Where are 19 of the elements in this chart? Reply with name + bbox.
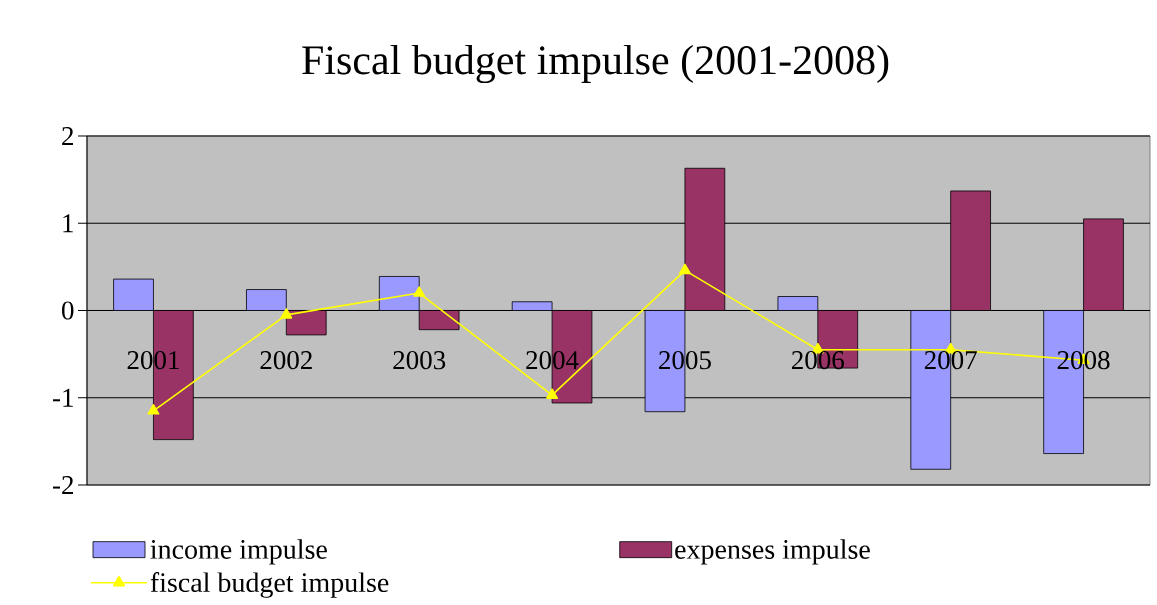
bar <box>285 310 327 336</box>
point <box>280 308 293 319</box>
x-tick-label: 2003 <box>393 351 446 370</box>
legend-label: fiscal budget impulse <box>150 572 389 598</box>
point <box>413 286 426 297</box>
bar <box>246 289 287 311</box>
point <box>546 388 559 399</box>
y-tick-label: 0 <box>62 301 74 320</box>
chart-title: Fiscal budget impulse (2001-2008) <box>302 44 889 84</box>
x-tick-label: 2002 <box>260 351 312 370</box>
point <box>147 404 160 415</box>
y-tick-label: 1 <box>63 214 73 233</box>
y-tick-label: -1 <box>52 388 73 407</box>
x-tick-label: 2005 <box>659 351 711 370</box>
legend-label: expenses impulse <box>675 539 870 565</box>
y-tick-label: 2 <box>62 127 73 145</box>
legend-label: income impulse <box>150 539 327 565</box>
y-tick-label: -2 <box>52 476 73 494</box>
point <box>678 263 691 275</box>
